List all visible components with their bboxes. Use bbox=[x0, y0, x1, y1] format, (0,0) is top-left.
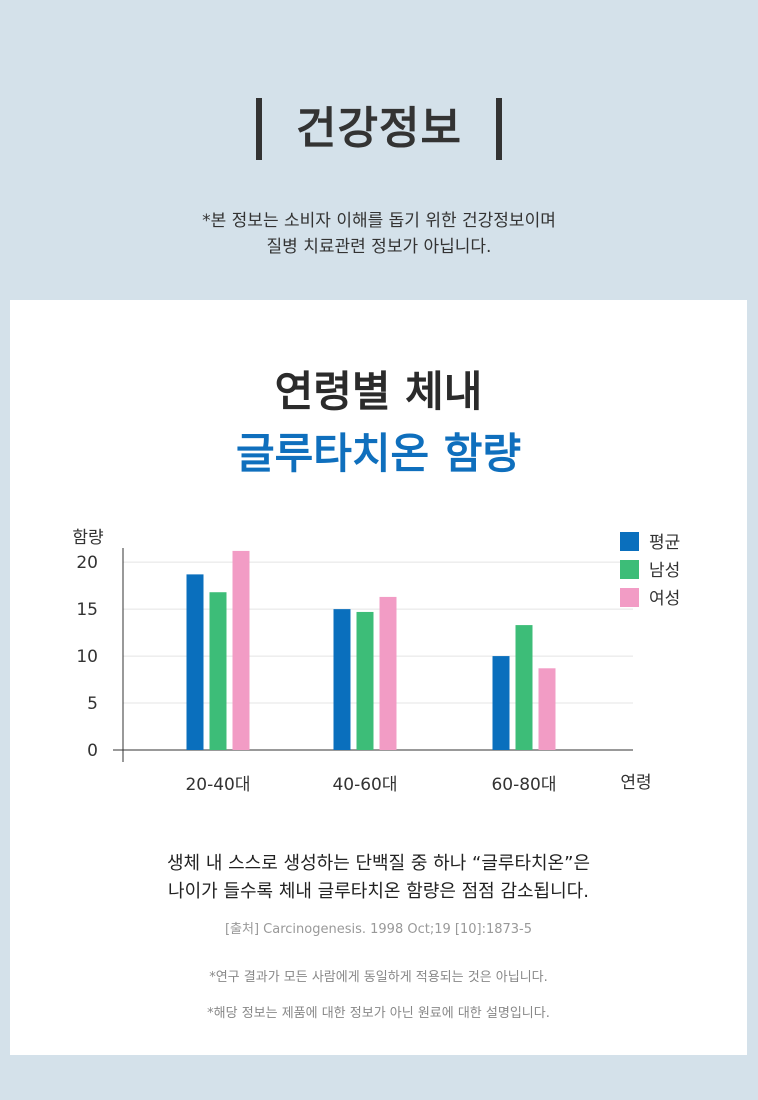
y-tick-label: 20 bbox=[76, 553, 98, 573]
y-tick-label: 10 bbox=[76, 647, 98, 667]
bar-여성-0 bbox=[232, 550, 250, 750]
note-ingredient: *해당 정보는 제품에 대한 정보가 아닌 원료에 대한 설명입니다. bbox=[207, 1006, 550, 1021]
note-research: *연구 결과가 모든 사람에게 동일하게 적용되는 것은 아닙니다. bbox=[209, 970, 548, 985]
bar-여성-1 bbox=[379, 596, 397, 750]
legend-swatch-평균 bbox=[620, 532, 639, 551]
x-tick-label: 20-40대 bbox=[185, 775, 250, 795]
x-axis-label: 연령 bbox=[620, 773, 651, 793]
y-tick-label: 0 bbox=[87, 741, 98, 761]
legend-label-평균: 평균 bbox=[649, 533, 680, 553]
legend-swatch-여성 bbox=[620, 588, 639, 607]
description-line-2: 나이가 들수록 체내 글루타치온 함량은 점점 감소됩니다. bbox=[168, 881, 589, 902]
bar-평균-0 bbox=[186, 574, 204, 750]
disclaimer-line-2: 질병 치료관련 정보가 아닙니다. bbox=[266, 237, 492, 257]
bar-남성-1 bbox=[356, 611, 374, 750]
disclaimer-line-1: *본 정보는 소비자 이해를 돕기 위한 건강정보이며 bbox=[202, 211, 556, 231]
chart-heading-line-2: 글루타치온 함량 bbox=[235, 429, 522, 478]
y-axis-label: 함량 bbox=[72, 528, 104, 548]
legend-swatch-남성 bbox=[620, 560, 639, 579]
bar-남성-0 bbox=[209, 592, 227, 750]
legend-label-여성: 여성 bbox=[649, 589, 680, 609]
bar-평균-2 bbox=[492, 656, 510, 750]
x-tick-label: 40-60대 bbox=[332, 775, 397, 795]
bar-여성-2 bbox=[538, 668, 556, 750]
x-tick-label: 60-80대 bbox=[491, 775, 556, 795]
y-tick-label: 15 bbox=[76, 600, 98, 620]
legend-label-남성: 남성 bbox=[649, 561, 680, 581]
title-block: 건강정보 bbox=[0, 98, 758, 160]
y-tick-label: 5 bbox=[87, 694, 98, 714]
chart-heading-line-1: 연령별 체내 bbox=[274, 367, 483, 416]
description-line-1: 생체 내 스스로 생성하는 단백질 중 하나 “글루타치온”은 bbox=[166, 853, 591, 874]
description: 생체 내 스스로 생성하는 단백질 중 하나 “글루타치온”은 나이가 들수록 … bbox=[10, 850, 747, 906]
bar-남성-2 bbox=[515, 625, 533, 750]
bar-평균-1 bbox=[333, 609, 351, 750]
disclaimer: *본 정보는 소비자 이해를 돕기 위한 건강정보이며 질병 치료관련 정보가 … bbox=[0, 208, 758, 260]
page-title: 건강정보 bbox=[296, 103, 462, 154]
title-bar-left bbox=[256, 98, 263, 160]
bottom-strip bbox=[0, 1055, 758, 1100]
header: 건강정보 *본 정보는 소비자 이해를 돕기 위한 건강정보이며 질병 치료관련… bbox=[0, 0, 758, 300]
source-citation: [출처] Carcinogenesis. 1998 Oct;19 [10]:18… bbox=[224, 922, 533, 937]
title-bar-right bbox=[495, 98, 502, 160]
